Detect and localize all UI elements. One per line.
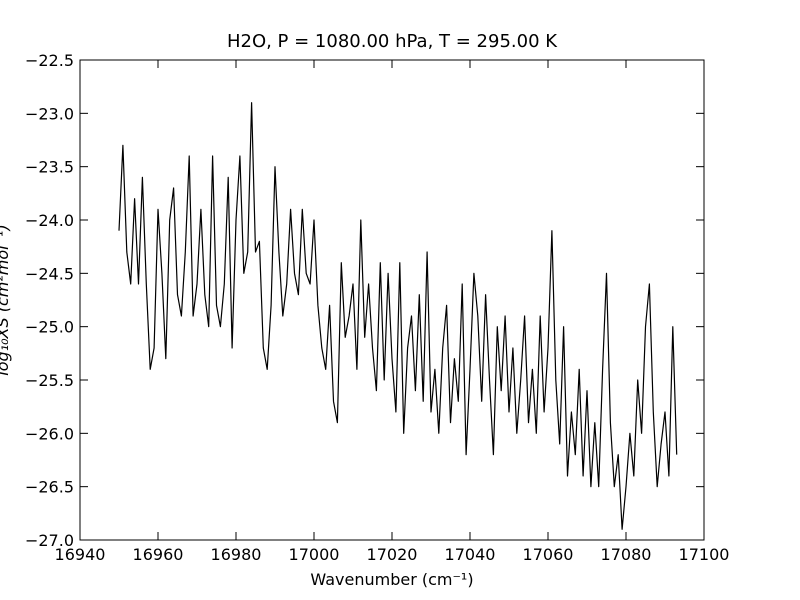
y-tick-label: −23.0 [25,104,74,123]
y-tick-label: −25.0 [25,318,74,337]
x-tick-label: 17000 [289,545,340,564]
spectrum-line [118,102,678,530]
y-tick-label: −24.0 [25,211,74,230]
x-tick-label: 17080 [601,545,652,564]
x-tick-label: 17100 [679,545,730,564]
y-axis-label: log₁₀XS (cm²mol⁻¹) [0,224,12,375]
plot-frame [79,59,705,541]
y-tick-label: −22.5 [25,51,74,70]
x-axis-label: Wavenumber (cm⁻¹) [310,570,473,589]
y-tick-label: −25.5 [25,371,74,390]
x-tick-label: 17020 [367,545,418,564]
x-tick-label: 17040 [445,545,496,564]
y-tick-label: −23.5 [25,158,74,177]
y-tick-label: −27.0 [25,531,74,550]
y-tick-label: −26.0 [25,424,74,443]
y-tick-label: −24.5 [25,264,74,283]
x-tick-label: 16960 [133,545,184,564]
x-tick-label: 17060 [523,545,574,564]
y-tick-label: −26.5 [25,478,74,497]
x-tick-label: 16980 [211,545,262,564]
chart-title: H2O, P = 1080.00 hPa, T = 295.00 K [227,31,558,52]
x-tick-label: 16940 [55,545,106,564]
